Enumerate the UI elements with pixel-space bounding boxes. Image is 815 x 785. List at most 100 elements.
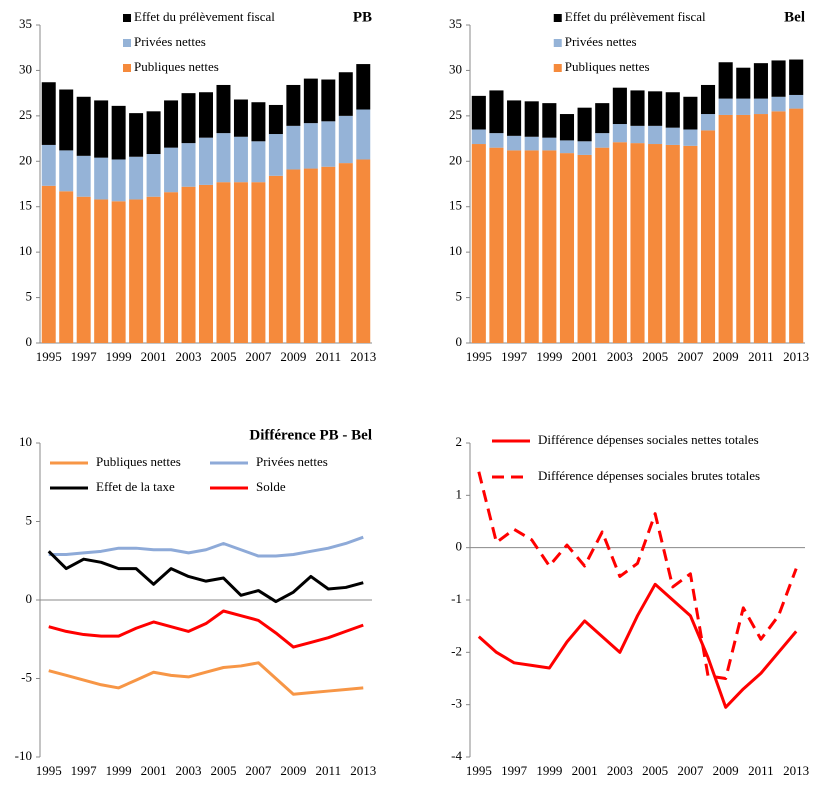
x-tick-label: 1997 [501,349,528,364]
bar-segment [41,185,56,343]
bar-segment [303,123,318,169]
bar-segment [94,100,109,158]
y-tick-label: 5 [26,289,33,304]
legend-label: Publiques nettes [565,59,650,74]
y-tick-label: 20 [19,152,32,167]
y-tick-label: 0 [456,539,463,554]
x-tick-label: 2009 [713,349,739,364]
bar-segment [356,159,371,343]
y-tick-label: 25 [19,107,32,122]
chart-title: Différence PB - Bel [249,427,372,443]
y-tick-label: 10 [19,434,32,449]
y-tick-label: 35 [19,16,32,31]
x-tick-label: 2011 [748,349,774,364]
legend-label: Différence dépenses sociales brutes tota… [538,468,760,483]
chart-title: PB [353,9,372,25]
bar-segment [251,141,266,183]
x-tick-label: 2009 [280,763,306,778]
bar-segment [507,150,522,343]
bar-segment [577,154,592,343]
y-tick-label: 30 [449,61,462,76]
bar-segment [648,91,663,126]
bar-segment [595,147,610,343]
bar-segment [164,100,179,148]
bar-segment [338,115,353,164]
bar-segment [736,114,751,343]
y-tick-label: 5 [456,289,463,304]
bar-segment [648,144,663,343]
bar-segment [94,157,109,200]
bar-segment [612,142,627,343]
bar-segment [268,134,283,176]
bar-segment [524,150,539,343]
bar-segment [233,182,248,343]
y-tick-label: 5 [26,512,33,527]
y-tick-label: 1 [456,486,463,501]
line-series [477,471,798,680]
bar-segment [233,99,248,137]
bar-segment [489,90,504,134]
x-tick-label: 2011 [748,763,774,778]
bar-segment [771,111,786,343]
x-tick-label: 2003 [176,763,202,778]
bar-segment [683,96,698,130]
legend-label: Publiques nettes [96,454,181,469]
bar-segment [700,84,716,115]
y-tick-label: -3 [451,696,462,711]
legend-swatch [553,39,562,47]
x-tick-label: 1999 [536,763,562,778]
bar-segment [542,137,557,151]
bar-segment [321,79,336,122]
x-tick-label: 1997 [71,763,98,778]
x-tick-label: 2005 [642,349,668,364]
bar-segment [789,94,804,109]
bar-segment [233,136,248,183]
bar-segment [216,84,231,134]
bar-segment [630,143,645,343]
bar-segment [683,145,698,343]
bar-segment [338,72,353,116]
bar-segment [700,130,716,343]
bar-segment [595,133,610,148]
bar-segment [507,135,522,151]
x-tick-label: 2003 [607,763,633,778]
y-tick-label: 20 [449,152,462,167]
x-tick-label: 2001 [572,349,598,364]
x-tick-label: 2013 [350,763,376,778]
x-tick-label: 2013 [783,349,809,364]
bar-segment [303,168,318,343]
bar-segment [129,199,144,343]
legend-label: Publiques nettes [134,59,219,74]
x-tick-label: 1995 [36,763,62,778]
bar-segment [577,141,592,155]
y-tick-label: 0 [26,334,33,349]
bar-segment [356,109,371,160]
bar-segment [648,125,663,145]
bar-segment [321,166,336,343]
bar-segment [789,108,804,344]
bar-segment [181,186,196,343]
bar-segment [146,196,161,343]
bar-segment [612,87,627,125]
x-tick-label: 2011 [316,763,342,778]
legend-label: Effet du prélèvement fiscal [134,9,275,24]
legend-swatch [123,64,131,72]
bar-segment [630,125,645,144]
y-tick-label: 0 [26,591,33,606]
bar-segment [216,182,231,343]
bar-segment [129,113,144,157]
bar-segment [542,150,557,343]
bar-segment [181,93,196,144]
legend-swatch [553,64,562,72]
bar-segment [286,125,301,170]
line-series [48,535,364,558]
y-tick-label: -5 [21,669,32,684]
bar-segment [559,140,575,154]
bar-segment [164,192,179,343]
bar-segment [94,199,109,343]
bar-segment [286,84,301,126]
bar-segment [76,155,91,197]
bar-segment [286,169,301,343]
y-tick-label: -10 [15,748,32,763]
bar-segment [507,100,522,136]
